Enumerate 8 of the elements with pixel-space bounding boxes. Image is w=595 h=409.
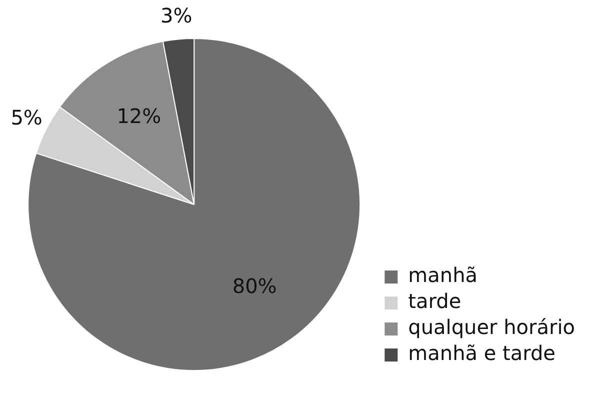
legend-label: manhã e tarde bbox=[408, 341, 556, 366]
legend-label: manhã bbox=[408, 263, 478, 288]
legend-label: qualquer horário bbox=[408, 315, 576, 340]
data-label: 3% bbox=[160, 4, 192, 28]
data-label: 12% bbox=[116, 104, 162, 128]
data-label: 5% bbox=[10, 105, 42, 130]
data-label: 80% bbox=[232, 274, 277, 298]
legend-label: tarde bbox=[408, 289, 462, 314]
